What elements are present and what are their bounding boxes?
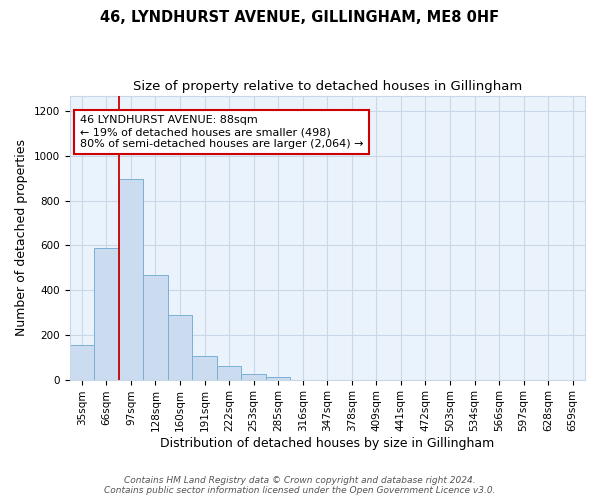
Bar — [168, 314, 192, 380]
Bar — [266, 377, 290, 380]
Bar — [94, 248, 119, 380]
Bar — [119, 180, 143, 380]
X-axis label: Distribution of detached houses by size in Gillingham: Distribution of detached houses by size … — [160, 437, 494, 450]
Y-axis label: Number of detached properties: Number of detached properties — [15, 139, 28, 336]
Bar — [217, 366, 241, 380]
Bar — [192, 356, 217, 380]
Bar — [143, 275, 168, 380]
Bar — [70, 345, 94, 380]
Text: Contains HM Land Registry data © Crown copyright and database right 2024.
Contai: Contains HM Land Registry data © Crown c… — [104, 476, 496, 495]
Text: 46, LYNDHURST AVENUE, GILLINGHAM, ME8 0HF: 46, LYNDHURST AVENUE, GILLINGHAM, ME8 0H… — [100, 10, 500, 25]
Text: 46 LYNDHURST AVENUE: 88sqm
← 19% of detached houses are smaller (498)
80% of sem: 46 LYNDHURST AVENUE: 88sqm ← 19% of deta… — [80, 116, 364, 148]
Bar — [241, 374, 266, 380]
Title: Size of property relative to detached houses in Gillingham: Size of property relative to detached ho… — [133, 80, 522, 93]
